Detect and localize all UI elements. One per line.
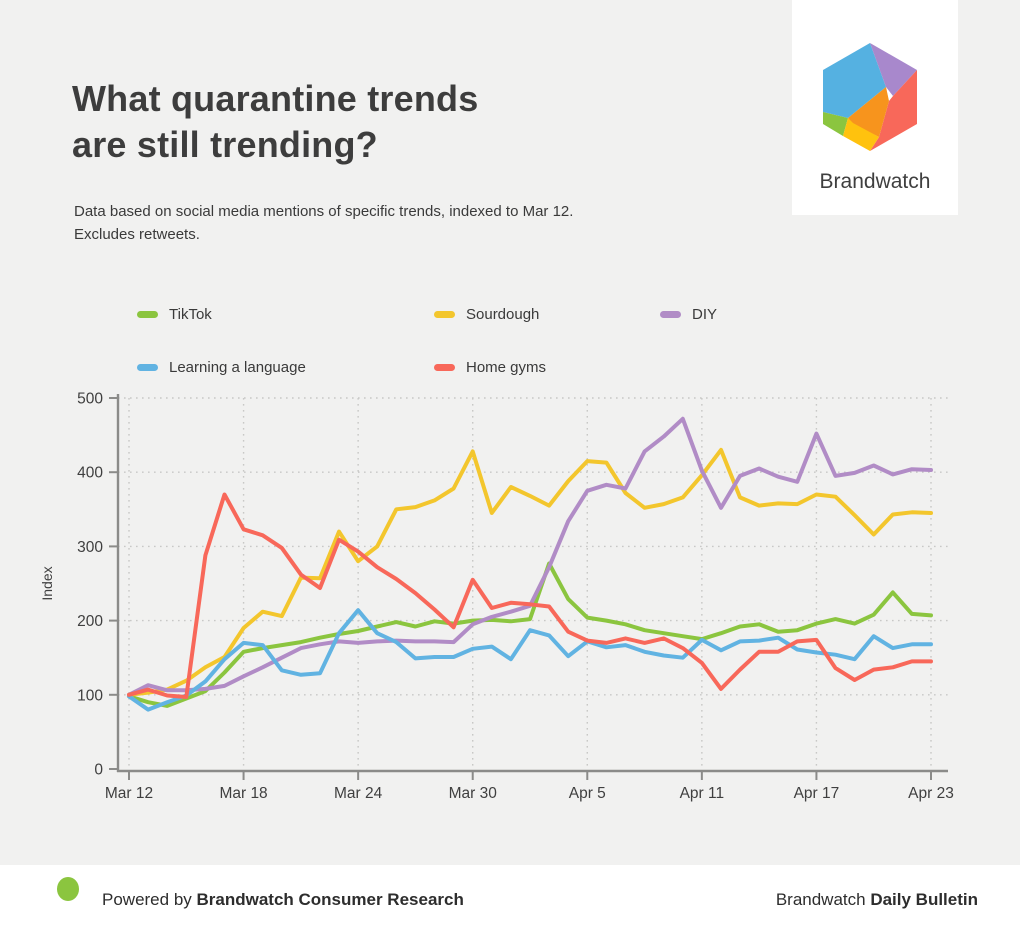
legend-swatch-tiktok — [137, 311, 158, 318]
chart-gridlines — [118, 397, 948, 769]
page-title: What quarantine trends are still trendin… — [72, 78, 479, 165]
legend-label-diy: DIY — [692, 306, 718, 323]
svg-text:Apr 23: Apr 23 — [908, 785, 954, 802]
legend-swatch-home-gyms — [434, 364, 455, 371]
chart-series-lines — [127, 416, 933, 712]
legend-label-learning-a-language: Learning a language — [169, 359, 306, 376]
logo-wordmark: Brandwatch — [820, 170, 931, 193]
svg-text:200: 200 — [77, 613, 103, 630]
brandwatch-logo-card: Brandwatch — [792, 0, 958, 215]
svg-text:Mar 24: Mar 24 — [334, 785, 383, 802]
chart-axes — [109, 394, 948, 780]
brandwatch-hexagon-logo-icon: Brandwatch — [820, 43, 931, 193]
logo-segment-green — [823, 112, 848, 136]
svg-text:400: 400 — [77, 465, 103, 482]
svg-text:Mar 30: Mar 30 — [449, 785, 498, 802]
legend-swatch-diy — [660, 311, 681, 318]
footer-bar: Powered by Brandwatch Consumer Research … — [0, 865, 1020, 940]
footer-powered-prefix: Powered by — [102, 890, 197, 909]
legend-label-home-gyms: Home gyms — [466, 359, 547, 376]
svg-text:300: 300 — [77, 539, 103, 556]
footer-right-prefix: Brandwatch — [775, 890, 871, 909]
footer-powered-brand: Brandwatch Consumer Research — [196, 890, 464, 909]
footer-powered-by: Powered by Brandwatch Consumer Research — [102, 890, 464, 910]
svg-text:100: 100 — [77, 687, 103, 704]
svg-text:500: 500 — [77, 391, 103, 408]
svg-text:Index: Index — [39, 566, 55, 600]
footer-brand-dot-icon — [57, 877, 79, 901]
logo-segment-orange — [848, 87, 889, 137]
svg-text:Apr 17: Apr 17 — [794, 785, 840, 802]
logo-segment-red — [870, 70, 917, 151]
svg-text:0: 0 — [94, 762, 103, 779]
legend-label-sourdough: Sourdough — [466, 306, 540, 323]
legend-item-learning-a-language: Learning a language — [137, 359, 306, 376]
svg-text:Mar 18: Mar 18 — [219, 785, 267, 802]
page-subtitle: Data based on social media mentions of s… — [74, 203, 574, 243]
footer-right-bold: Daily Bulletin — [870, 890, 978, 909]
legend-item-sourdough: Sourdough — [434, 306, 539, 323]
logo-segment-blue — [823, 43, 886, 118]
chart-axis-labels: 0 100 200 300 400 500 Mar 12 Mar 18 Mar 24 Mar 30… — [39, 391, 954, 803]
legend-swatch-learning-a-language — [137, 364, 158, 371]
logo-segment-yellow — [843, 118, 879, 151]
legend-swatch-sourdough — [434, 311, 455, 318]
footer-daily-bulletin: Brandwatch Daily Bulletin — [776, 890, 978, 910]
logo-segment-purple — [870, 43, 917, 96]
legend-item-diy: DIY — [660, 306, 717, 323]
legend-label-tiktok: TikTok — [169, 306, 212, 323]
svg-text:Apr 5: Apr 5 — [569, 785, 606, 802]
svg-text:Mar 12: Mar 12 — [105, 785, 153, 802]
svg-text:Apr 11: Apr 11 — [680, 785, 725, 802]
legend-item-tiktok: TikTok — [137, 306, 212, 323]
legend-item-home-gyms: Home gyms — [434, 359, 546, 376]
